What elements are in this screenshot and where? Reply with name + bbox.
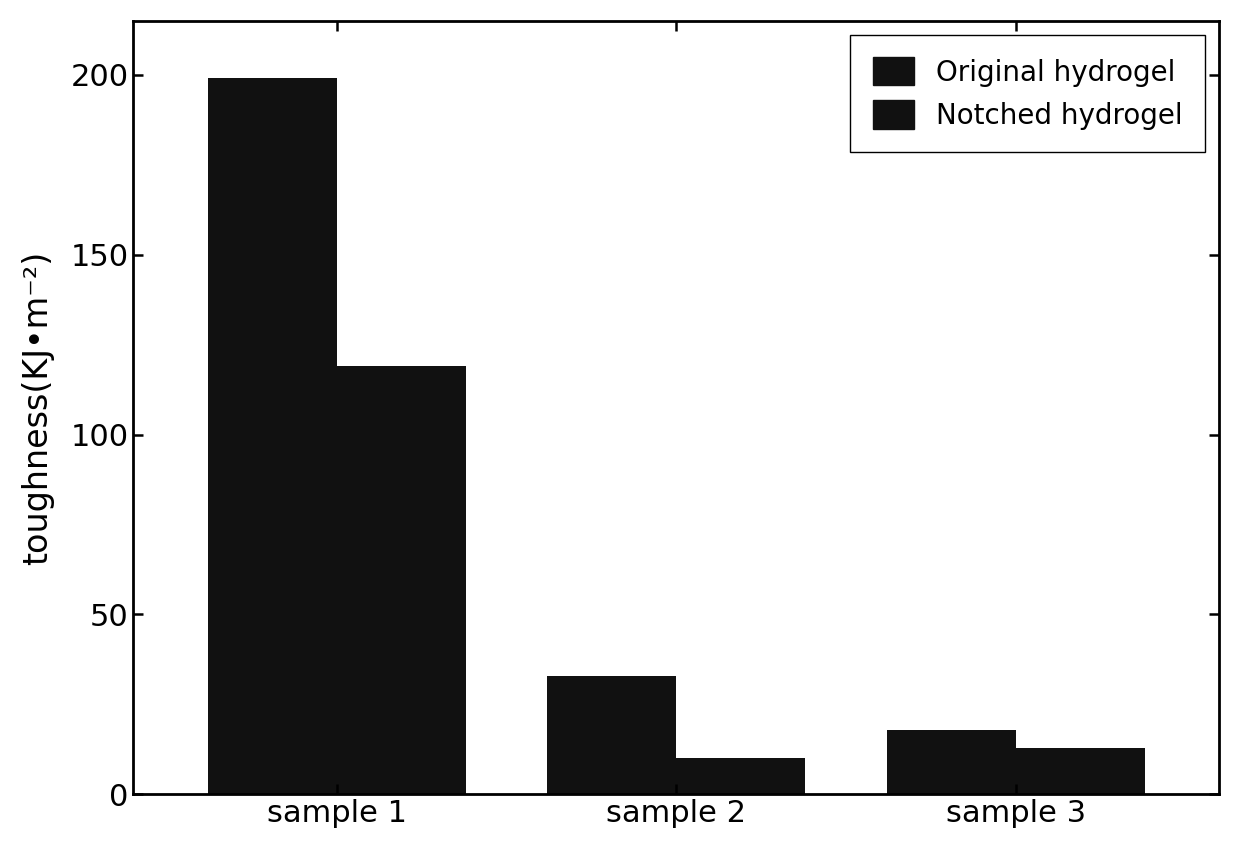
Bar <box>208 78 337 795</box>
Bar <box>547 676 676 795</box>
Bar <box>1016 747 1145 795</box>
Legend: Original hydrogel, Notched hydrogel: Original hydrogel, Notched hydrogel <box>851 35 1205 152</box>
Y-axis label: toughness(KJ•m⁻²): toughness(KJ•m⁻²) <box>21 250 53 565</box>
Bar <box>676 758 805 795</box>
Bar <box>887 729 1016 795</box>
Bar <box>337 366 466 795</box>
